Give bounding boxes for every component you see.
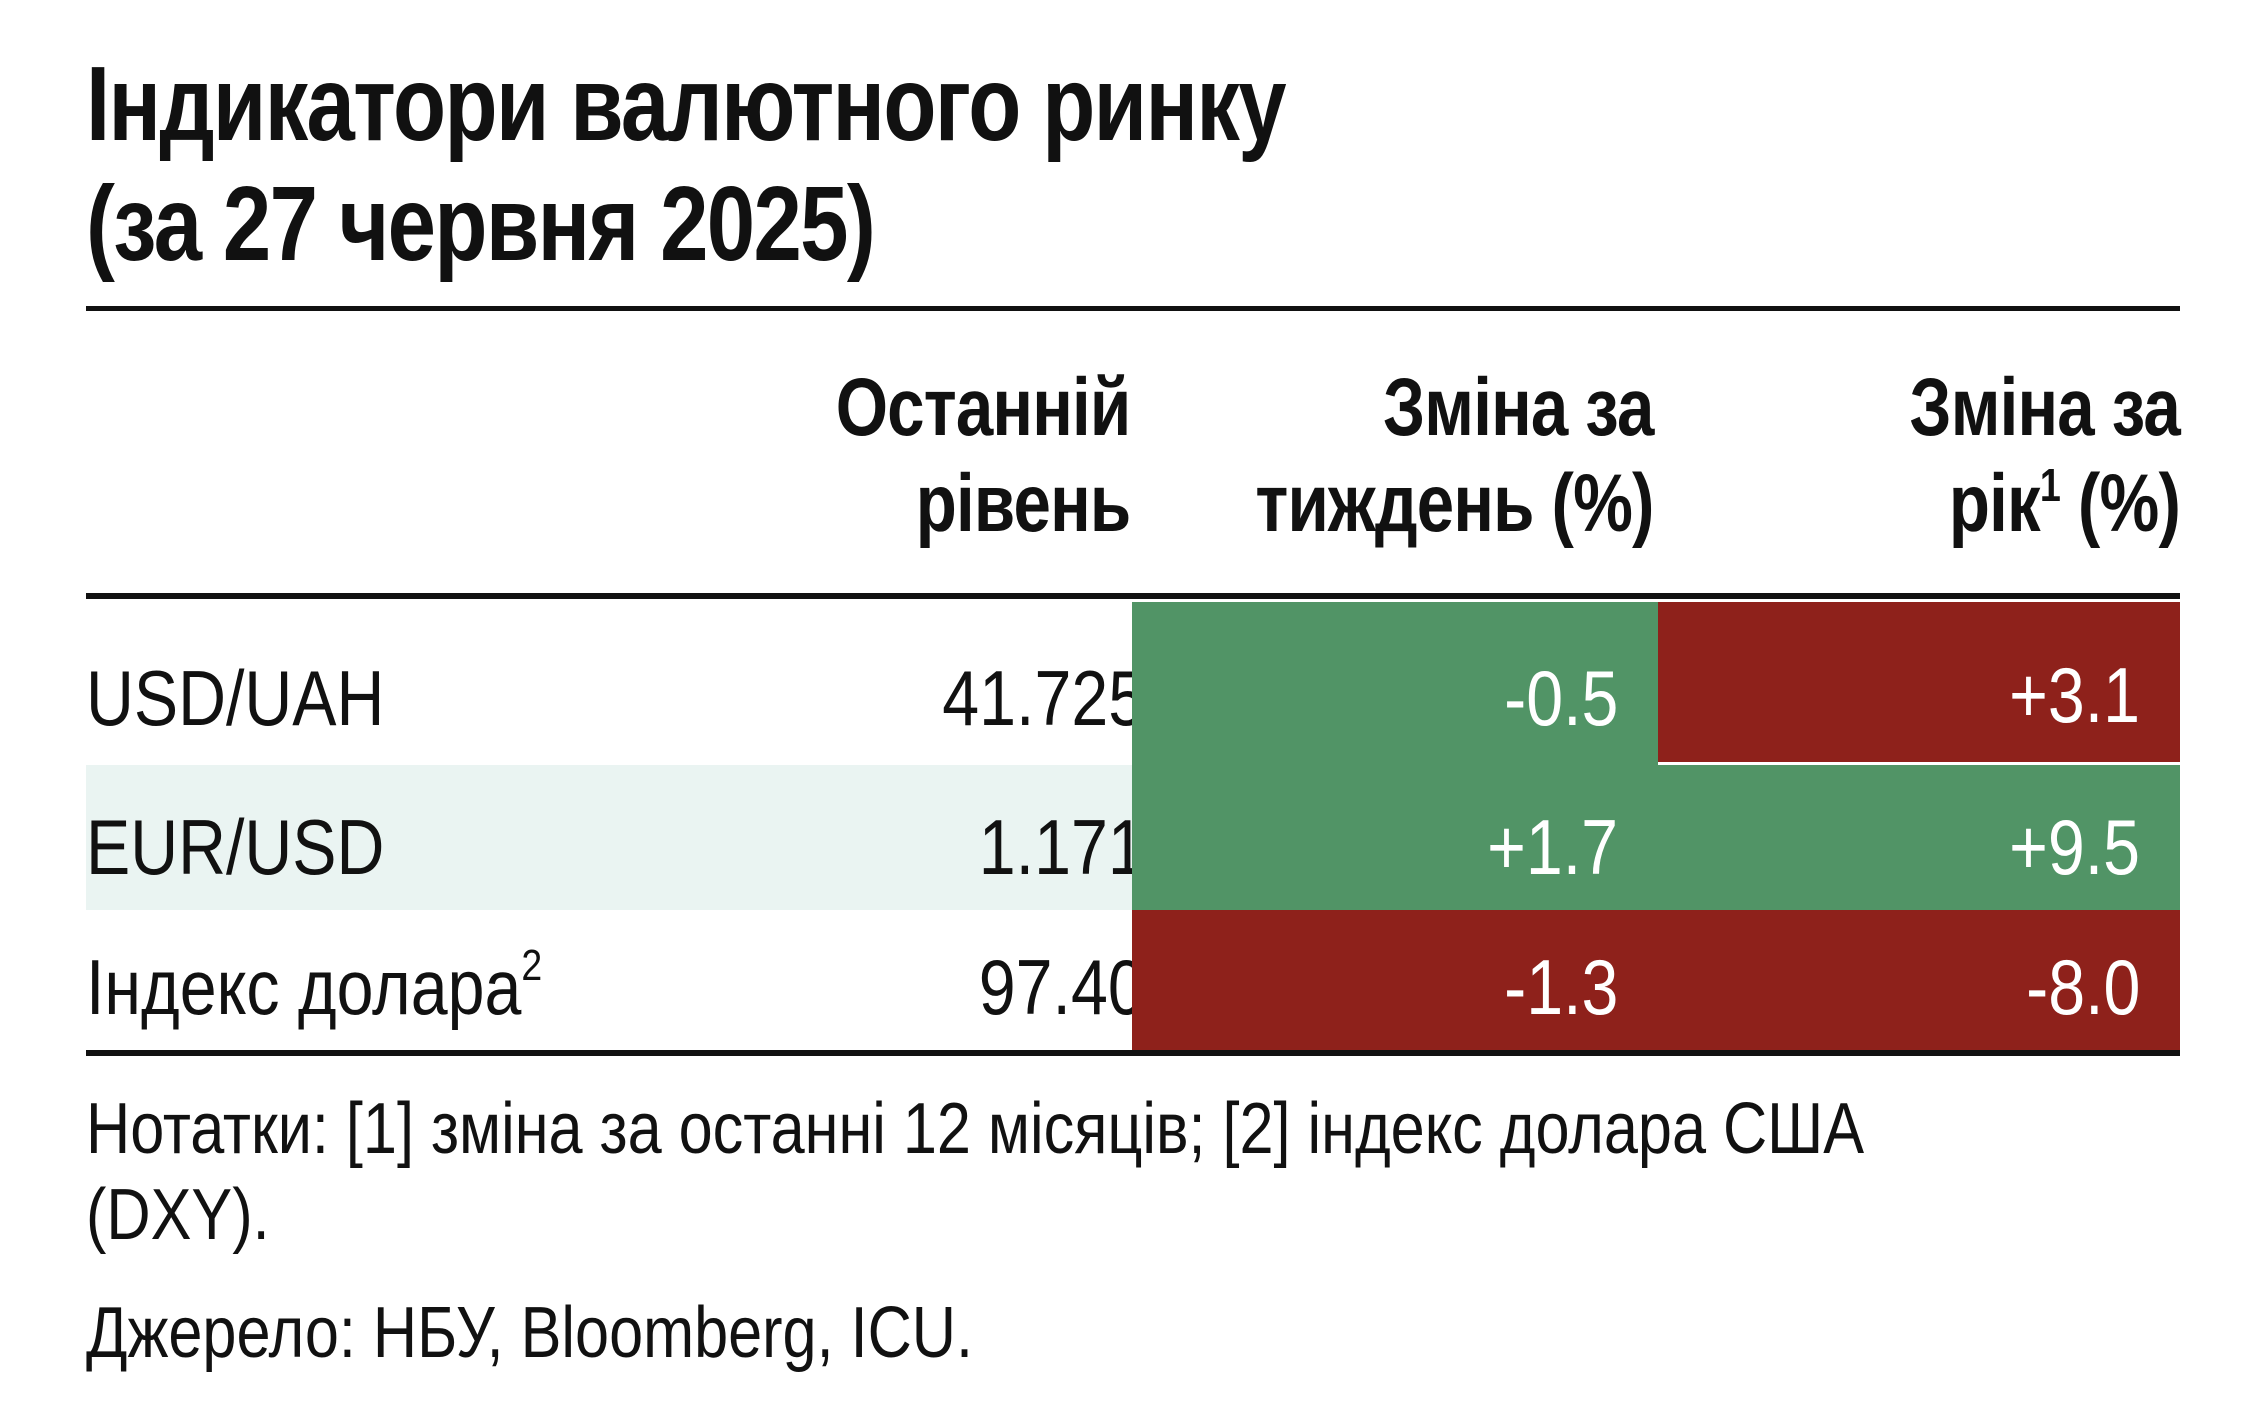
- row-label: USD/UAH: [86, 654, 385, 742]
- column-header-weekly-change-line2: тиждень (%): [1255, 458, 1655, 549]
- table-row-usd-uah: USD/UAH 41.7254 -0.5 +3.1: [86, 602, 2180, 765]
- weekly-change-value: +1.7: [1487, 803, 1618, 891]
- footnote-marker-1: 1: [2039, 459, 2061, 511]
- column-header-weekly-change-line1: Зміна за: [1383, 362, 1654, 453]
- table-title: Індикатори валютного ринку (за 27 червня…: [86, 44, 1287, 284]
- column-header-last-level-line1: Останній: [835, 362, 1131, 453]
- column-header-yearly-change-line1: Зміна за: [1909, 362, 2180, 453]
- yearly-change-cell: +9.5: [1658, 765, 2180, 910]
- column-header-last-level: Останній рівень: [530, 360, 1131, 552]
- table-row-dollar-index: Індекс долара2 97.401 -1.3 -8.0: [86, 910, 2180, 1050]
- table-row-eur-usd: EUR/USD 1.1718 +1.7 +9.5: [86, 765, 2180, 910]
- table-notes: Нотатки: [1] зміна за останні 12 місяців…: [86, 1089, 1865, 1255]
- column-header-yearly-change-word: рік: [1948, 458, 2041, 549]
- weekly-change-value: -0.5: [1503, 654, 1618, 742]
- row-label-cell: EUR/USD: [86, 765, 786, 910]
- row-label-cell: USD/UAH: [86, 602, 786, 765]
- row-label: Індекс долара: [86, 943, 522, 1031]
- column-header-yearly-change-unit: (%): [2077, 458, 2181, 549]
- title-line-1: Індикатори валютного ринку: [86, 45, 1287, 163]
- yearly-change-cell: -8.0: [1658, 910, 2180, 1050]
- top-rule: [86, 306, 2180, 311]
- header-rule: [86, 593, 2180, 599]
- row-label-footnote: 2: [521, 941, 543, 990]
- table-bottom-rule: [86, 1050, 2180, 1056]
- row-label-cell: Індекс долара2: [86, 910, 786, 1050]
- yearly-change-value: +9.5: [2009, 803, 2140, 891]
- weekly-change-cell: -0.5: [1132, 602, 1658, 765]
- weekly-change-cell: +1.7: [1132, 765, 1658, 910]
- weekly-change-value: -1.3: [1503, 943, 1618, 1031]
- column-header-last-level-line2: рівень: [915, 458, 1130, 549]
- yearly-change-cell: +3.1: [1658, 602, 2180, 762]
- weekly-change-cell: -1.3: [1132, 910, 1658, 1050]
- row-label: EUR/USD: [86, 803, 385, 891]
- title-line-2: (за 27 червня 2025): [86, 165, 876, 283]
- yearly-change-value: -8.0: [2025, 943, 2140, 1031]
- column-header-weekly-change: Зміна за тиждень (%): [1034, 360, 1655, 552]
- column-header-yearly-change: Зміна за рік1 (%): [1560, 360, 2180, 552]
- table-source: Джерело: НБУ, Bloomberg, ICU.: [86, 1293, 973, 1373]
- yearly-change-value: +3.1: [2009, 651, 2140, 739]
